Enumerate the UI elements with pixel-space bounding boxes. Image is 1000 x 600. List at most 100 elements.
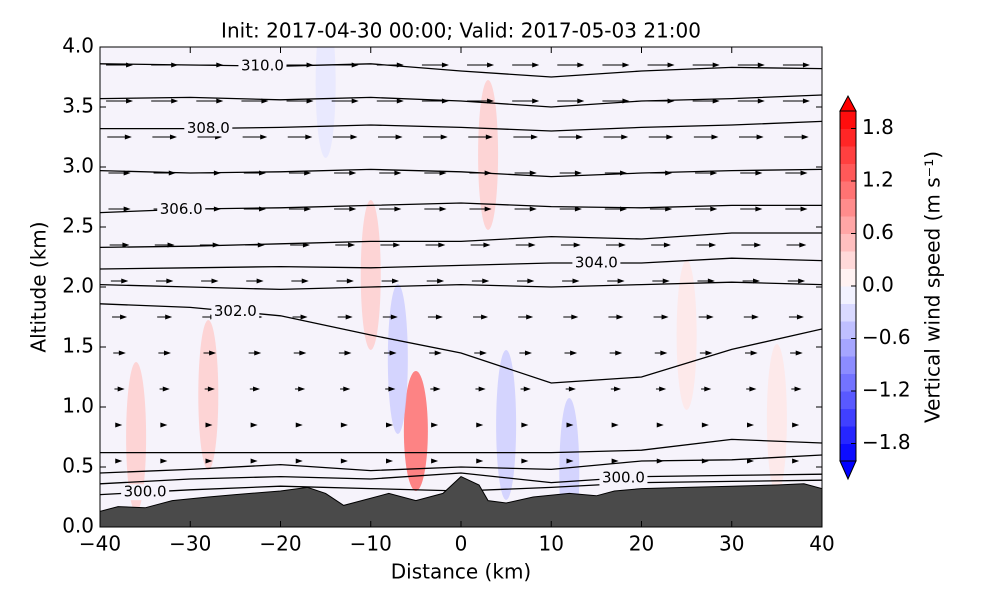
- wind-arrow: [792, 458, 800, 464]
- arrow-head: [701, 422, 709, 428]
- arrow-head: [160, 458, 168, 464]
- colorbar-segment: [840, 303, 856, 322]
- w-feature: [198, 320, 219, 470]
- arrow-head: [528, 242, 536, 248]
- wind-arrow: [250, 422, 258, 428]
- arrow-head: [343, 386, 351, 392]
- x-tick-label: −40: [79, 532, 121, 556]
- arrow-head: [295, 422, 303, 428]
- colorbar-segment: [840, 391, 856, 409]
- terrain: [100, 476, 822, 527]
- wind-arrow: [653, 314, 669, 320]
- arrow-head: [117, 386, 125, 392]
- wind-arrow: [787, 278, 806, 284]
- arrow-head: [712, 98, 720, 104]
- wind-arrow: [248, 350, 262, 356]
- wind-arrow: [652, 278, 670, 284]
- arrow-head: [169, 134, 177, 140]
- wind-arrow: [112, 314, 128, 320]
- arrow-head: [479, 350, 487, 356]
- wind-arrow: [287, 134, 313, 140]
- arrow-head: [523, 386, 531, 392]
- arrow-head: [435, 314, 443, 320]
- arrow-head: [618, 242, 626, 248]
- arrow-head: [706, 314, 714, 320]
- arrow-head: [794, 386, 802, 392]
- wind-arrow: [421, 62, 449, 68]
- wind-arrow: [292, 314, 308, 320]
- arrow-head: [340, 458, 348, 464]
- wind-arrow: [429, 350, 442, 356]
- arrow-head: [166, 278, 174, 284]
- wind-arrow: [385, 386, 396, 392]
- wind-arrow: [791, 386, 802, 392]
- arrow-head: [524, 350, 532, 356]
- wind-arrow: [205, 458, 213, 464]
- arrow-head: [476, 458, 484, 464]
- arrow-head: [211, 278, 219, 284]
- wind-arrow: [747, 458, 754, 464]
- arrow-head: [254, 350, 262, 356]
- y-tick-label: 1.0: [62, 394, 94, 418]
- arrow-head: [800, 170, 808, 176]
- wind-arrow: [108, 206, 131, 212]
- arrow-head: [799, 242, 807, 248]
- arrow-head: [529, 206, 537, 212]
- y-tick-label: 2.5: [62, 214, 94, 238]
- wind-arrow: [249, 386, 261, 392]
- arrow-head: [115, 422, 123, 428]
- arrow-head: [305, 134, 313, 140]
- arrow-head: [705, 350, 713, 356]
- contour-label-bg: [238, 57, 287, 74]
- wind-arrow: [701, 422, 709, 428]
- colorbar-segment: [840, 321, 856, 339]
- x-tick-label: 10: [539, 532, 564, 556]
- arrow-head: [757, 98, 765, 104]
- wind-arrow: [785, 170, 808, 176]
- arrow-head: [571, 314, 579, 320]
- wind-arrow: [293, 350, 307, 356]
- arrow-head: [115, 458, 123, 464]
- arrow-head: [207, 386, 215, 392]
- wind-arrow: [381, 278, 399, 284]
- colorbar-segment: [840, 338, 856, 357]
- wind-arrow: [340, 422, 348, 428]
- arrow-head: [476, 422, 484, 428]
- contour-label-bg: [572, 255, 621, 271]
- colorbar-segment: [840, 443, 856, 462]
- wind-arrow: [386, 422, 393, 428]
- arrow-head: [390, 314, 398, 320]
- arrow-head: [441, 62, 449, 68]
- wind-arrow: [382, 314, 398, 320]
- wind-arrow: [376, 98, 404, 104]
- wind-arrow: [651, 242, 671, 248]
- x-tick-label: 40: [809, 532, 834, 556]
- colorbar-segment: [840, 146, 856, 164]
- arrow-head: [792, 458, 800, 464]
- arrow-head: [532, 62, 540, 68]
- arrow-head: [802, 98, 810, 104]
- wind-arrow: [740, 206, 763, 212]
- colorbar-segment: [840, 216, 856, 234]
- contour-line: [100, 232, 822, 249]
- arrow-head: [621, 134, 629, 140]
- arrow-head: [123, 206, 131, 212]
- arrow-head: [611, 458, 619, 464]
- x-tick-label: −10: [350, 532, 392, 556]
- wind-arrow: [784, 134, 809, 140]
- y-tick-label: 0.0: [62, 514, 94, 538]
- wind-arrow: [747, 422, 754, 428]
- wind-arrow: [515, 242, 536, 248]
- arrow-head: [521, 458, 529, 464]
- wind-arrow: [107, 134, 132, 140]
- arrow-head: [306, 98, 314, 104]
- wind-arrow: [474, 350, 487, 356]
- wind-arrow: [519, 350, 532, 356]
- wind-arrow: [521, 422, 529, 428]
- wind-arrow: [512, 62, 540, 68]
- contour-line: [100, 94, 822, 108]
- wind-arrow: [560, 242, 581, 248]
- wind-arrow: [151, 98, 179, 104]
- wind-arrow: [250, 458, 258, 464]
